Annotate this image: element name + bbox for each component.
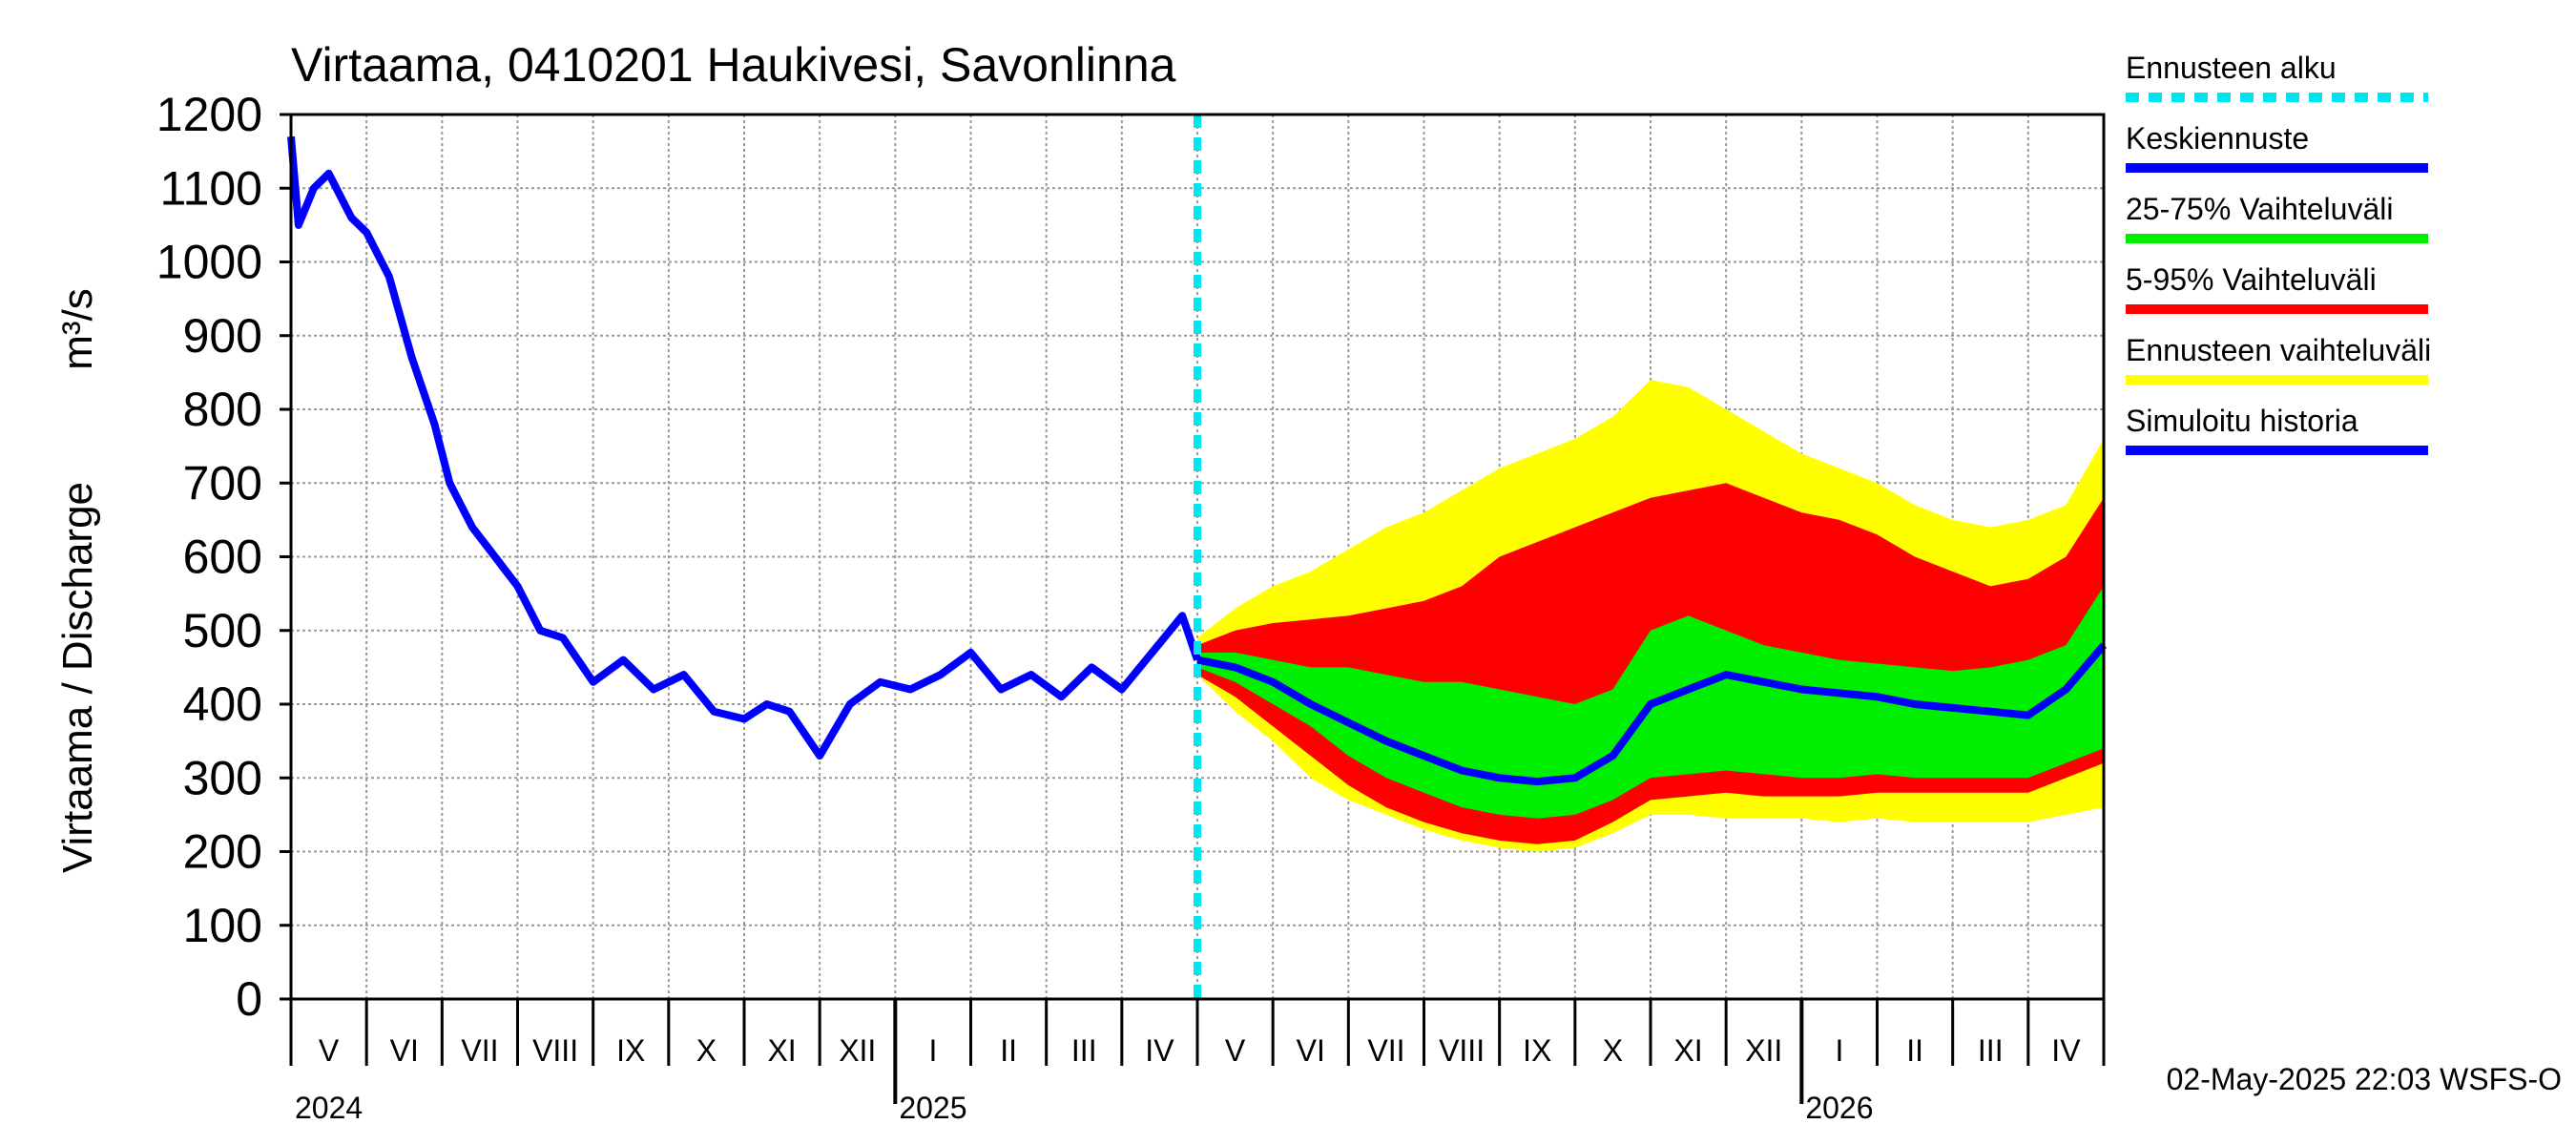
legend: Ennusteen alku Keskiennuste 25-75% Vaihtel… (2126, 51, 2431, 455)
legend-label: Ennusteen alku (2126, 51, 2337, 85)
month-label: IX (1523, 1033, 1551, 1068)
month-label: V (1225, 1033, 1246, 1068)
legend-label: 5-95% Vaihteluväli (2126, 262, 2377, 297)
month-label: VII (461, 1033, 498, 1068)
y-tick-label: 600 (183, 531, 262, 584)
year-label: 2025 (899, 1091, 966, 1125)
y-tick-label: 900 (183, 309, 262, 363)
month-label: I (928, 1033, 937, 1068)
month-label: III (1071, 1033, 1097, 1068)
month-label: IV (2051, 1033, 2081, 1068)
y-tick-label: 800 (183, 383, 262, 436)
y-tick-label: 400 (183, 677, 262, 731)
x-month-labels: V VI VII VIII IX X XI XII I II III IV V VI VII VIII IX X X… (319, 1033, 2081, 1068)
month-label: I (1835, 1033, 1843, 1068)
month-label: VI (390, 1033, 419, 1068)
month-label: XII (839, 1033, 876, 1068)
history-line (287, 135, 1201, 760)
y-tick-labels: 0 100 200 300 400 500 600 700 800 900 1000 1100 1200 (156, 88, 262, 1026)
chart-title: Virtaama, 0410201 Haukivesi, Savonlinna (291, 38, 1176, 92)
year-label: 2024 (295, 1091, 363, 1125)
series-lines (287, 114, 2108, 999)
legend-label: Ennusteen vaihteluväli (2126, 333, 2431, 367)
y-tick-label: 100 (183, 899, 262, 952)
month-label: X (696, 1033, 717, 1068)
month-label: XII (1745, 1033, 1782, 1068)
forecast-bands (1197, 380, 2104, 852)
y-tick-label: 200 (183, 825, 262, 879)
y-tick-label: 500 (183, 604, 262, 657)
month-label: II (1000, 1033, 1017, 1068)
y-axis-unit: m³/s (54, 288, 101, 370)
footer-timestamp: 02-May-2025 22:03 WSFS-O (2167, 1062, 2562, 1096)
y-tick-label: 1100 (159, 161, 262, 215)
month-label: V (319, 1033, 340, 1068)
legend-label: Keskiennuste (2126, 121, 2309, 156)
month-label: II (1906, 1033, 1923, 1068)
y-tick-label: 1200 (156, 88, 262, 141)
y-axis-label: Virtaama / Discharge (54, 482, 101, 873)
month-label: III (1978, 1033, 2004, 1068)
month-label: XI (767, 1033, 796, 1068)
month-label: IV (1145, 1033, 1174, 1068)
month-label: X (1603, 1033, 1623, 1068)
month-label: VII (1367, 1033, 1404, 1068)
legend-label: Simuloitu historia (2126, 404, 2358, 438)
x-year-labels: 2024 2025 2026 (295, 1091, 1874, 1125)
month-label: VIII (532, 1033, 578, 1068)
legend-label: 25-75% Vaihteluväli (2126, 192, 2393, 226)
year-label: 2026 (1805, 1091, 1873, 1125)
month-label: VIII (1439, 1033, 1485, 1068)
median-forecast-line (1196, 642, 2108, 786)
y-tick-label: 300 (183, 751, 262, 804)
month-label: XI (1673, 1033, 1702, 1068)
y-tick-label: 1000 (156, 236, 262, 289)
y-tick-label: 700 (183, 456, 262, 510)
month-label: IX (616, 1033, 645, 1068)
month-label: VI (1297, 1033, 1325, 1068)
axes (280, 113, 2106, 1104)
y-tick-label: 0 (236, 972, 262, 1026)
